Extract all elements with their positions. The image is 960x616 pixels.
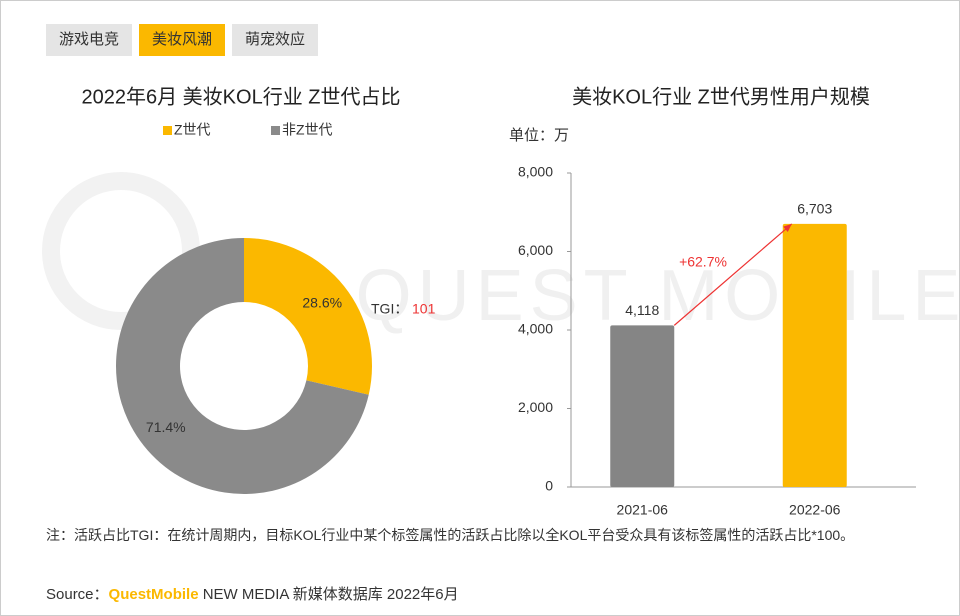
tgi-label: TGI：: [371, 301, 408, 317]
arrow-head: [783, 223, 792, 232]
bar: [782, 223, 847, 487]
watermark: QUEST MOBILE: [356, 256, 959, 336]
y-tick-label: 2,000: [518, 399, 553, 415]
source-label: Source：: [46, 586, 109, 603]
legend-label: Z世代: [174, 122, 211, 138]
legend-swatch: [271, 126, 280, 135]
tab[interactable]: 游戏电竞: [46, 24, 132, 56]
data-label: 71.4%: [146, 419, 186, 435]
tab[interactable]: 萌宠效应: [232, 24, 318, 56]
y-tick-label: 0: [545, 478, 553, 494]
donut-slice: [115, 238, 369, 494]
growth-arrow: [673, 223, 793, 326]
data-label: 28.6%: [302, 294, 342, 310]
data-label: 6,703: [797, 201, 832, 217]
chart-title: 美妆KOL行业 Z世代男性用户规模: [572, 85, 870, 108]
data-label: 4,118: [625, 302, 659, 318]
legend-label: 非Z世代: [282, 122, 333, 138]
legend-swatch: [163, 126, 172, 135]
source: Source：QuestMobile NEW MEDIA 新媒体数据库 2022…: [46, 583, 459, 604]
source-brand: QuestMobile: [108, 586, 199, 603]
note: 注：活跃占比TGI：在统计周期内，目标KOL行业中某个标签属性的活跃占比除以全K…: [46, 527, 855, 543]
x-tick-label: 2022-06: [789, 502, 841, 518]
y-tick-label: 8,000: [518, 164, 553, 180]
y-tick-label: 6,000: [518, 242, 553, 258]
tgi-value: 101: [412, 301, 436, 317]
unit-label: 单位：万: [509, 127, 569, 144]
y-tick-label: 4,000: [518, 321, 553, 337]
x-tick-label: 2021-06: [617, 502, 669, 518]
bar: [610, 325, 675, 487]
source-text: NEW MEDIA 新媒体数据库 2022年6月: [202, 586, 459, 603]
growth-label: +62.7%: [679, 253, 727, 269]
donut-slice: [244, 238, 372, 395]
chart-title: 2022年6月 美妆KOL行业 Z世代占比: [82, 85, 401, 108]
tab[interactable]: 美妆风潮: [139, 24, 225, 56]
